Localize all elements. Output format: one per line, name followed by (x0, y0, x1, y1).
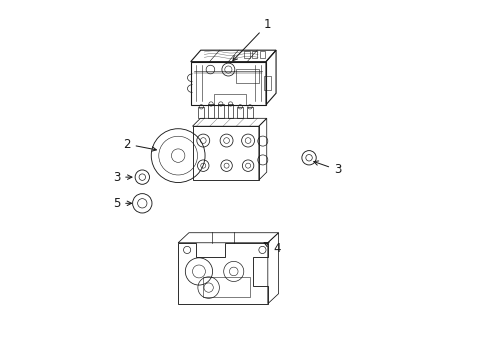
Bar (198, 107, 204, 118)
Bar (264, 76, 270, 90)
Bar (218, 104, 223, 118)
Text: 3: 3 (313, 161, 341, 176)
Text: 3: 3 (113, 171, 132, 184)
Bar (259, 51, 265, 58)
Bar (246, 107, 252, 118)
Text: 1: 1 (232, 18, 271, 60)
Bar (237, 107, 243, 118)
Bar (235, 69, 258, 83)
Bar (208, 104, 213, 118)
Text: 2: 2 (123, 138, 156, 151)
Text: 5: 5 (113, 197, 131, 210)
Text: 4: 4 (264, 242, 280, 255)
Bar (214, 94, 246, 105)
Bar (203, 277, 249, 297)
Bar (244, 51, 249, 58)
Bar (251, 51, 257, 58)
Bar (227, 104, 233, 118)
